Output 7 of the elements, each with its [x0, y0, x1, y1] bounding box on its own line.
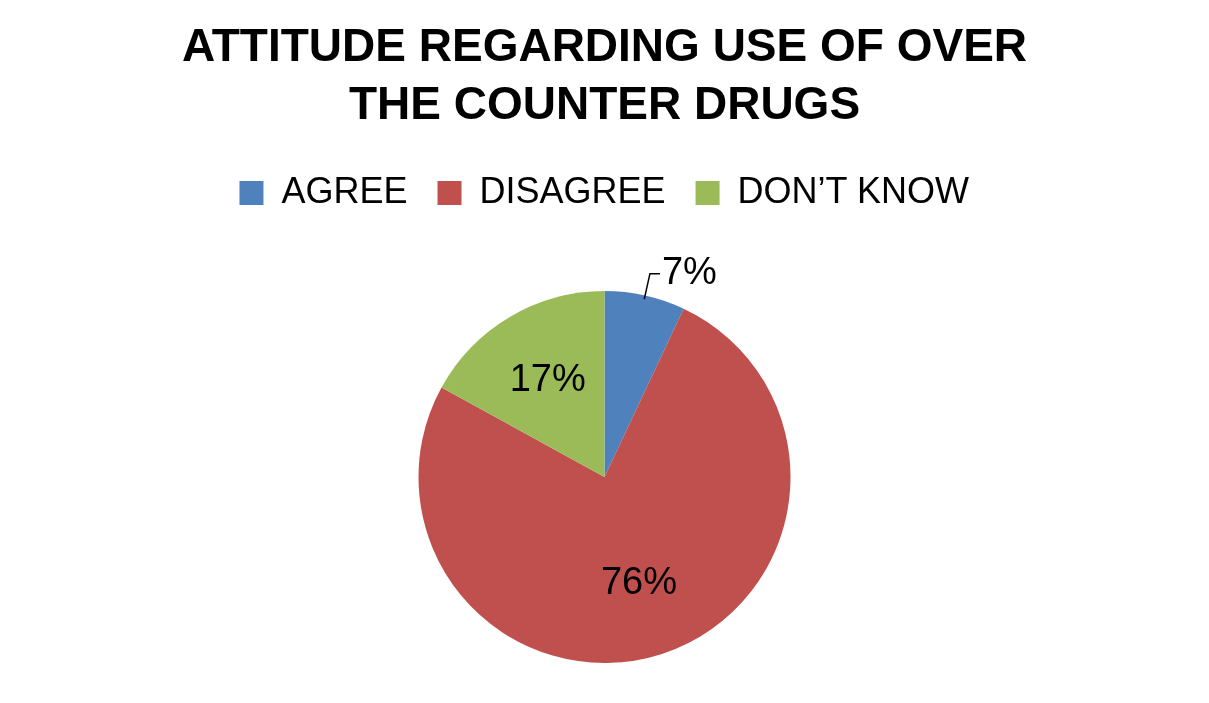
data-label: 76% — [600, 559, 678, 602]
legend-label: AGREE — [281, 169, 408, 211]
legend-label: DON’T KNOW — [737, 169, 969, 211]
data-label: 7% — [661, 250, 717, 293]
data-label: 17% — [509, 357, 586, 400]
chart-title: ATTITUDE REGARDING USE OF OVER THE COUNTER DRUGS — [181, 19, 1028, 129]
legend-label: DISAGREE — [479, 169, 666, 211]
